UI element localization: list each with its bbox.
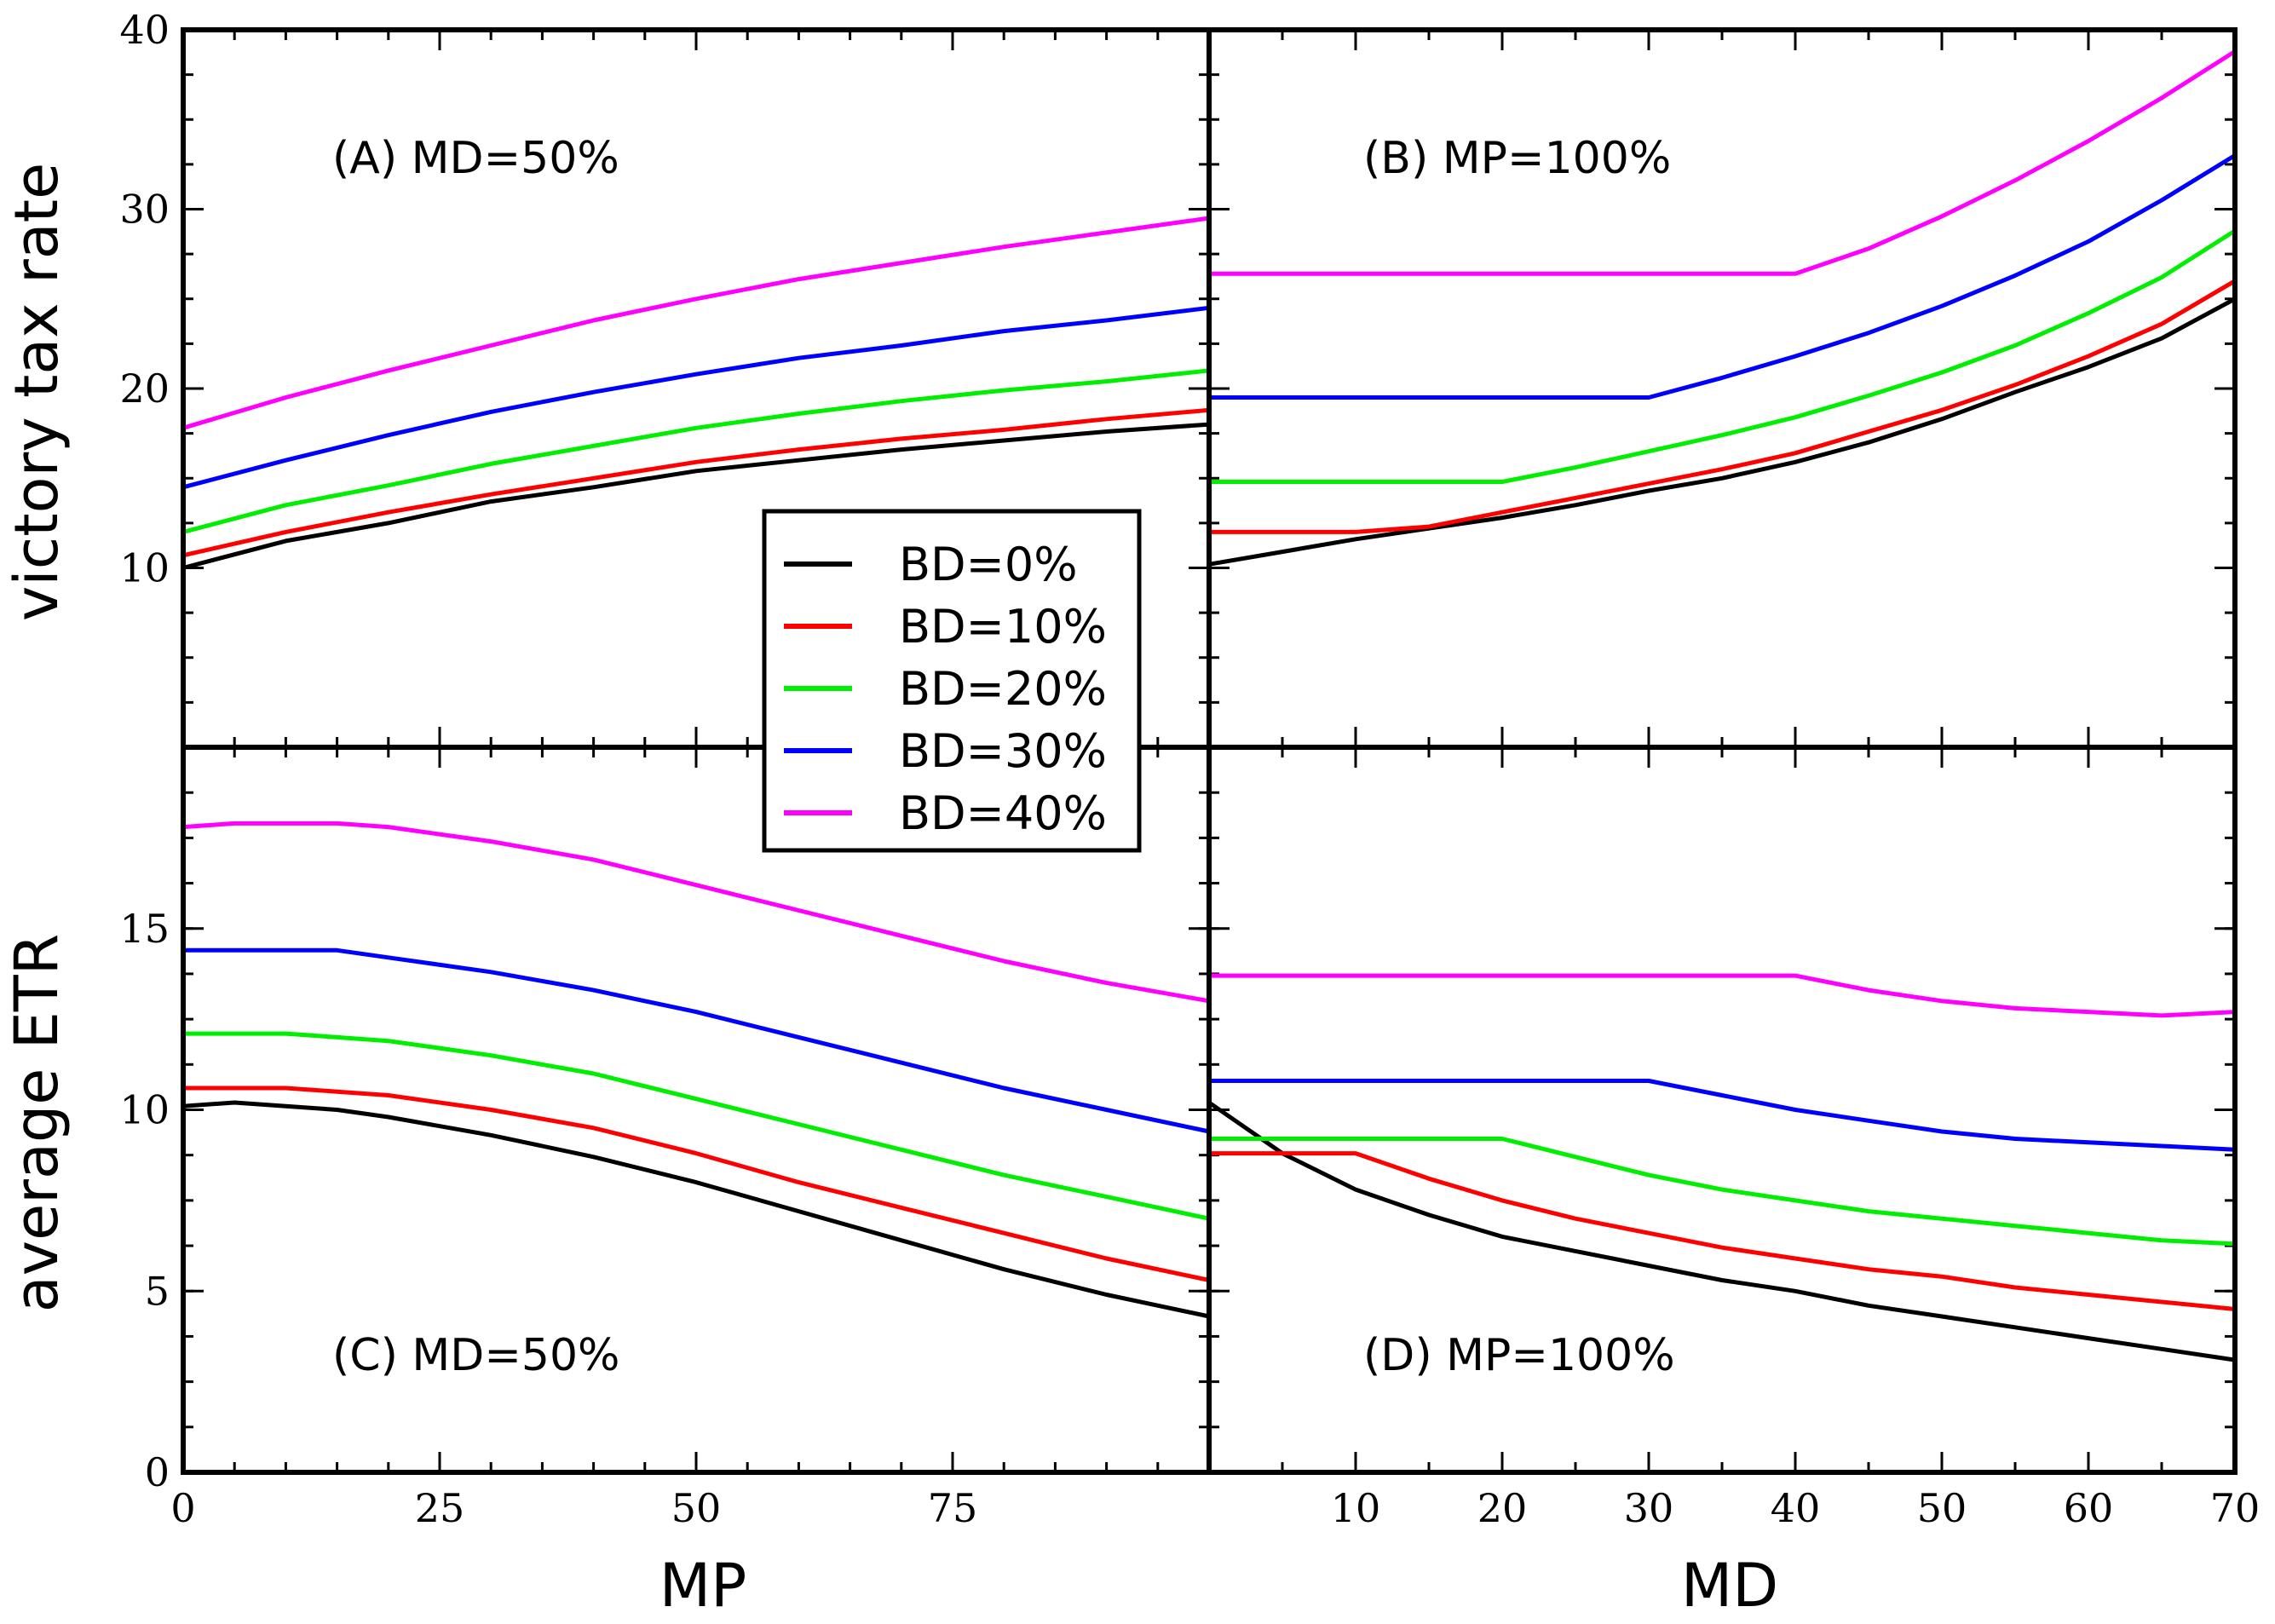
legend-entry: BD=0% [784,538,1078,591]
y-tick-label: 5 [145,1268,170,1314]
series-line-bd-0- [181,1100,1212,1319]
y-tick-label: 40 [119,7,170,53]
x-tick-label: 30 [1624,1485,1674,1531]
panel-B: (B) MP=100% [1207,30,2238,747]
panel-C: 0 5 10 15 0 25 50 75 (C) MD=50% [119,747,1212,1531]
x-tick-label: 25 [415,1485,465,1531]
legend-label: BD=40% [899,786,1107,840]
x-tick-label: 50 [671,1485,722,1531]
series-line-bd-30- [181,305,1212,490]
y-axis-title-top: victory tax rate [2,163,72,621]
y-tick-label: 30 [119,187,170,233]
y-axis-title-bottom: average ETR [2,934,72,1312]
series-line-bd-30- [1207,1079,2238,1152]
series-line-bd-10- [1207,1151,2238,1311]
y-tick-label: 15 [119,906,170,952]
x-tick-label: 50 [1917,1485,1967,1531]
x-tick-label: 0 [170,1485,195,1531]
series-line-bd-20- [181,368,1212,534]
series-line-bd-0- [1207,297,2238,567]
legend-entry: BD=40% [784,786,1107,840]
series-line-bd-20- [1207,1137,2238,1247]
x-tick-label: 60 [2064,1485,2114,1531]
panel-A: 10 20 30 40 (A) MD=50% [119,7,1212,747]
legend: BD=0% BD=10% BD=20% BD=30% BD=40% [762,509,1142,853]
series-line-bd-40- [181,216,1212,430]
series-line-bd-10- [1207,279,2238,534]
x-tick-label: 40 [1771,1485,1821,1531]
panel-frame-D [1207,745,2238,1475]
x-axis-title-left: MP [659,1551,747,1621]
series-line-bd-0- [1207,1100,2238,1362]
legend-label: BD=20% [899,662,1107,716]
series-line-bd-40- [1207,49,2238,276]
series-line-bd-30- [1207,153,2238,400]
series-line-bd-20- [1207,228,2238,484]
series-line-bd-0- [181,422,1212,570]
series-line-bd-20- [181,1031,1212,1221]
series-line-bd-40- [181,821,1212,1004]
legend-label: BD=30% [899,724,1107,778]
panel-label: (B) MP=100% [1363,133,1671,184]
x-tick-label: 20 [1477,1485,1528,1531]
legend-box [762,509,1142,853]
legend-entry: BD=10% [784,600,1107,654]
x-axis-title-right: MD [1681,1551,1778,1621]
panel-D: 10 20 30 40 50 60 70 (D) MP=100% [1207,747,2261,1531]
series-line-bd-10- [181,407,1212,558]
x-tick-label: 70 [2210,1485,2261,1531]
legend-entry: BD=30% [784,724,1107,778]
legend-label: BD=10% [899,600,1107,654]
series-line-bd-30- [181,947,1212,1134]
x-tick-label: 10 [1331,1485,1381,1531]
y-tick-label: 0 [145,1449,170,1495]
series-line-bd-10- [181,1086,1212,1282]
y-tick-label: 10 [119,1087,170,1133]
x-tick-label: 75 [928,1485,978,1531]
legend-entry: BD=20% [784,662,1107,716]
panel-label: (A) MD=50% [332,133,619,184]
y-tick-label: 10 [119,545,170,591]
y-tick-label: 20 [119,366,170,412]
panel-label: (C) MD=50% [332,1330,619,1381]
series-line-bd-40- [1207,973,2238,1018]
plot-layer: 10 20 30 40 (A) MD=50% (B) MP=100% 0 5 10 15 0 25 50… [119,7,2260,1531]
panel-label: (D) MP=100% [1363,1330,1675,1381]
legend-label: BD=0% [899,538,1078,591]
